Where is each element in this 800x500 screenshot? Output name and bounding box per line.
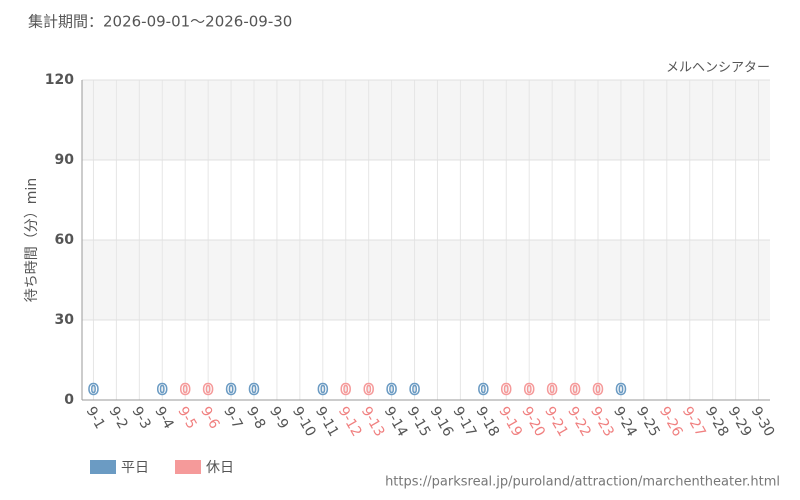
- data-label: 0: [318, 381, 328, 399]
- data-label: 0: [524, 381, 534, 399]
- data-label: 0: [409, 381, 419, 399]
- x-tick-label: 9-29: [725, 404, 755, 440]
- x-tick-label: 9-20: [518, 404, 548, 440]
- x-tick-label: 9-4: [151, 404, 176, 432]
- data-label: 0: [363, 381, 373, 399]
- x-tick-label: 9-18: [472, 404, 502, 440]
- x-tick-label: 9-3: [128, 404, 153, 432]
- x-tick-label: 9-14: [381, 404, 411, 440]
- data-label: 0: [249, 381, 259, 399]
- x-tick-label: 9-30: [748, 404, 778, 440]
- x-tick-label: 9-25: [633, 404, 663, 440]
- legend-label: 休日: [206, 460, 234, 476]
- x-tick-label: 9-13: [358, 404, 388, 440]
- data-label: 0: [341, 381, 351, 399]
- x-tick-label: 9-2: [105, 404, 130, 432]
- legend-swatch: [175, 460, 201, 474]
- grid-band: [82, 80, 770, 160]
- x-tick-label: 9-22: [564, 404, 594, 440]
- x-tick-label: 9-27: [679, 404, 709, 440]
- x-tick-label: 9-17: [449, 404, 479, 440]
- footer-url: https://parksreal.jp/puroland/attraction…: [385, 475, 780, 490]
- x-tick-label: 9-8: [243, 404, 268, 432]
- data-label: 0: [501, 381, 511, 399]
- x-tick-label: 9-5: [174, 404, 199, 432]
- x-tick-label: 9-10: [289, 404, 319, 440]
- data-label: 0: [203, 381, 213, 399]
- data-label: 0: [478, 381, 488, 399]
- y-tick-label: 30: [55, 312, 75, 328]
- data-label: 0: [88, 381, 98, 399]
- x-tick-label: 9-7: [220, 404, 245, 432]
- y-axis-label: 待ち時間（分）min: [24, 178, 40, 302]
- x-tick-label: 9-24: [610, 404, 640, 440]
- x-tick-label: 9-11: [312, 404, 342, 440]
- x-tick-label: 9-28: [702, 404, 732, 440]
- data-label: 0: [570, 381, 580, 399]
- legend-swatch: [90, 460, 116, 474]
- x-tick-label: 9-23: [587, 404, 617, 440]
- grid-band: [82, 240, 770, 320]
- x-tick-label: 9-26: [656, 404, 686, 440]
- data-label: 0: [593, 381, 603, 399]
- chart-subtitle: メルヘンシアター: [666, 61, 770, 76]
- x-tick-label: 9-16: [427, 404, 457, 440]
- data-label: 0: [157, 381, 167, 399]
- y-tick-label: 60: [55, 232, 75, 248]
- x-tick-label: 9-19: [495, 404, 525, 440]
- data-label: 0: [616, 381, 626, 399]
- y-tick-label: 120: [45, 72, 74, 88]
- data-label: 0: [386, 381, 396, 399]
- x-tick-label: 9-9: [266, 404, 291, 432]
- data-label: 0: [226, 381, 236, 399]
- y-tick-label: 0: [64, 392, 74, 408]
- x-tick-label: 9-12: [335, 404, 365, 440]
- y-tick-label: 90: [55, 152, 75, 168]
- x-tick-label: 9-1: [83, 404, 108, 432]
- x-tick-label: 9-15: [404, 404, 434, 440]
- legend-label: 平日: [121, 460, 149, 476]
- data-label: 0: [547, 381, 557, 399]
- x-tick-label: 9-6: [197, 404, 222, 432]
- chart-title: 集計期間：2026-09-01〜2026-09-30: [28, 13, 292, 31]
- x-tick-label: 9-21: [541, 404, 571, 440]
- data-label: 0: [180, 381, 190, 399]
